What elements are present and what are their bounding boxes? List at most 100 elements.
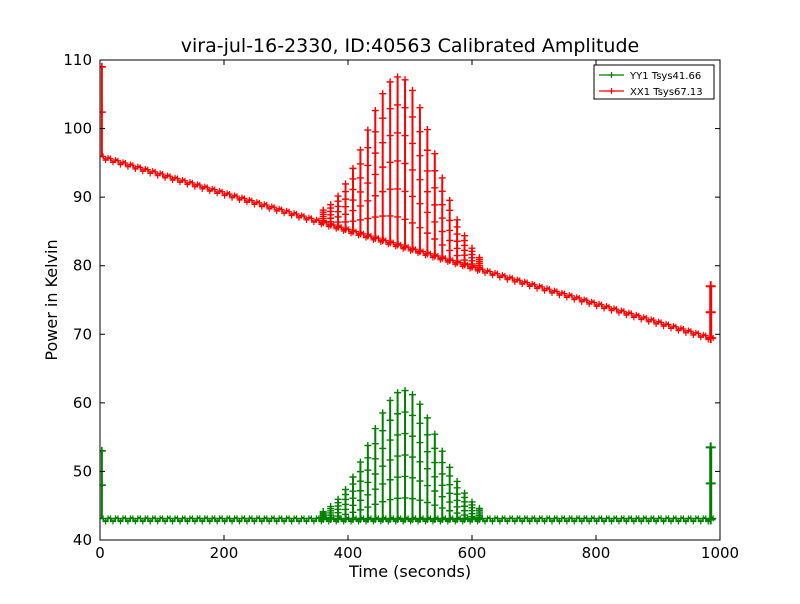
data-point — [386, 105, 394, 113]
data-point — [296, 518, 303, 525]
data-point — [356, 146, 364, 154]
data-point — [124, 518, 131, 525]
data-point — [504, 518, 511, 525]
data-point — [147, 518, 154, 525]
data-point — [630, 518, 637, 525]
y-tick-label: 80 — [73, 257, 92, 275]
data-point — [288, 518, 295, 525]
data-point — [401, 408, 409, 416]
data-point — [401, 215, 409, 223]
data-point — [371, 234, 379, 242]
data-point — [356, 506, 364, 514]
data-point — [371, 149, 379, 157]
data-point — [176, 518, 183, 525]
data-point — [394, 431, 402, 439]
data-point — [379, 409, 387, 417]
data-point — [349, 508, 357, 516]
data-point — [416, 248, 424, 256]
data-point — [401, 132, 409, 140]
data-point — [386, 185, 394, 193]
data-point — [423, 208, 431, 216]
data-point — [431, 201, 439, 209]
data-point — [349, 494, 357, 502]
data-point — [379, 480, 387, 488]
data-point — [446, 206, 454, 214]
data-point — [628, 310, 635, 317]
data-point — [453, 252, 461, 260]
data-point — [401, 494, 409, 502]
data-point — [256, 199, 263, 206]
data-point — [379, 444, 387, 452]
data-point — [446, 196, 454, 204]
series-1 — [100, 62, 717, 344]
data-point — [446, 515, 454, 523]
data-point — [379, 427, 387, 435]
data-point — [423, 229, 431, 237]
data-point — [541, 518, 548, 525]
data-point — [342, 188, 350, 196]
data-point — [438, 201, 446, 209]
data-point — [214, 518, 221, 525]
data-point — [144, 166, 151, 173]
data-point — [229, 518, 236, 525]
data-point — [591, 299, 598, 306]
data-point — [461, 232, 469, 240]
data-point — [394, 452, 402, 460]
data-point — [416, 224, 424, 232]
data-point — [653, 518, 660, 525]
data-point — [438, 187, 446, 195]
data-point — [705, 307, 716, 318]
data-point — [162, 518, 169, 525]
data-point — [475, 254, 483, 262]
y-tick-label: 100 — [63, 120, 92, 138]
data-point — [386, 239, 394, 247]
data-point — [453, 216, 461, 224]
data-point — [438, 227, 446, 235]
data-point — [516, 277, 523, 284]
data-point — [334, 192, 342, 200]
data-point — [446, 256, 454, 264]
data-point — [327, 503, 335, 511]
data-point — [438, 493, 446, 501]
data-point — [539, 283, 546, 290]
data-point — [576, 295, 583, 302]
data-point — [438, 241, 446, 249]
data-point — [489, 518, 496, 525]
data-point — [364, 214, 372, 222]
data-point — [394, 73, 402, 81]
data-point — [356, 216, 364, 224]
data-point — [494, 270, 501, 277]
plot-area — [100, 62, 717, 525]
data-point — [152, 168, 159, 175]
data-point — [697, 518, 704, 525]
data-point — [356, 174, 364, 182]
y-tick-label: 110 — [63, 51, 92, 69]
data-point — [453, 496, 461, 504]
data-point — [438, 481, 446, 489]
data-point — [386, 456, 394, 464]
data-point — [534, 518, 541, 525]
data-point — [386, 476, 394, 484]
data-point — [401, 76, 409, 84]
data-point — [408, 411, 416, 419]
data-point — [394, 389, 402, 397]
data-point — [431, 501, 439, 509]
data-point — [159, 171, 166, 178]
data-point — [364, 161, 372, 169]
data-point — [431, 252, 439, 260]
data-point — [334, 495, 342, 503]
legend-label: YY1 Tsys41.66 — [629, 71, 701, 82]
data-point — [453, 244, 461, 252]
data-point — [416, 439, 424, 447]
x-tick-label: 400 — [334, 544, 363, 562]
data-point — [453, 230, 461, 238]
data-point — [371, 170, 379, 178]
data-point — [408, 166, 416, 174]
data-point — [431, 459, 439, 467]
data-point — [129, 162, 136, 169]
data-point — [266, 518, 273, 525]
data-point — [705, 514, 716, 525]
data-point — [371, 455, 379, 463]
